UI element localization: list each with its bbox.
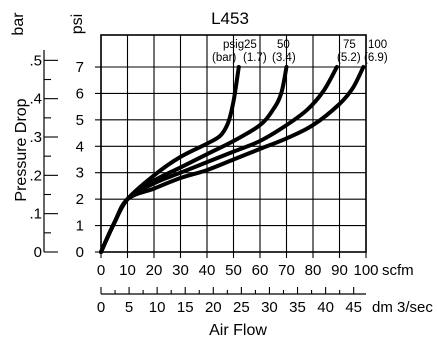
- bar-header: (bar): [212, 52, 236, 64]
- y-psi-tick-label: 7: [76, 59, 84, 76]
- curves: [99, 65, 366, 254]
- x-scfm-tick-label: 80: [305, 262, 322, 279]
- x-scfm-tick-label: 100: [353, 262, 378, 279]
- series-annotations: psig (bar) 25 (1.7) 50 (3.4) 75 (5.2) 10…: [212, 39, 388, 64]
- y-psi-tick-label: 2: [76, 191, 84, 208]
- x-dm3-tick-label: 10: [149, 299, 166, 316]
- x-scfm-ticks: 0 10 20 30 40 50 60 70 80 90 100: [97, 252, 379, 279]
- x-dm3-tick-label: 45: [345, 299, 362, 316]
- x-dm3-tick-label: 40: [317, 299, 334, 316]
- series-label-75-bar: (5.2): [337, 52, 361, 64]
- y-axis-title: Pressure Drop: [13, 98, 30, 201]
- series-label-50: 50: [277, 39, 290, 51]
- x-scfm-tick-label: 10: [119, 262, 136, 279]
- series-label-50-bar: (3.4): [272, 52, 296, 64]
- curve-100psig: [99, 65, 366, 254]
- x-scfm-tick-label: 90: [331, 262, 348, 279]
- x-primary-unit: scfm: [382, 262, 414, 279]
- y-psi-tick-label: 0: [76, 244, 84, 261]
- y-psi-ticks: 0 1 2 3 4 5 6 7: [76, 59, 101, 261]
- x-axis-title: Air Flow: [209, 322, 267, 339]
- x-scfm-tick-label: 0: [97, 262, 105, 279]
- x-scfm-tick-label: 50: [225, 262, 242, 279]
- x-dm3-tick-label: 35: [289, 299, 306, 316]
- y-secondary-unit: bar: [10, 12, 27, 36]
- y-psi-tick-label: 6: [76, 85, 84, 102]
- y-bar-tick-label: .2: [29, 167, 42, 184]
- x-dm3-ticks: 0 5 10 15 20 25 30 35 40 45: [97, 287, 362, 316]
- y-psi-tick-label: 1: [76, 218, 84, 235]
- series-label-100-bar: (6.9): [364, 52, 388, 64]
- y-psi-tick-label: 5: [76, 112, 84, 129]
- y-primary-unit: psi: [69, 14, 86, 34]
- series-label-100: 100: [368, 39, 387, 51]
- series-label-25-bar: (1.7): [243, 52, 267, 64]
- x-dm3-tick-label: 5: [125, 299, 133, 316]
- x-dm3-tick-label: 20: [205, 299, 222, 316]
- y-psi-tick-label: 3: [76, 165, 84, 182]
- x-dm3-tick-label: 30: [261, 299, 278, 316]
- y-bar-tick-label: 0: [34, 244, 42, 261]
- chart-title: L453: [211, 9, 249, 28]
- x-scfm-tick-label: 30: [172, 262, 189, 279]
- x-dm3-tick-label: 0: [97, 299, 105, 316]
- curve-50psig: [99, 65, 289, 254]
- series-label-25: 25: [244, 39, 257, 51]
- x-scfm-tick-label: 60: [252, 262, 269, 279]
- y-bar-tick-label: .3: [29, 129, 42, 146]
- x-secondary-unit: dm 3/sec: [372, 299, 433, 316]
- x-dm3-tick-label: 15: [177, 299, 194, 316]
- x-scfm-tick-label: 40: [199, 262, 216, 279]
- y-bar-tick-label: .5: [29, 52, 42, 69]
- y-psi-tick-label: 4: [76, 138, 84, 155]
- psig-header: psig: [223, 39, 244, 51]
- x-scfm-tick-label: 70: [278, 262, 295, 279]
- y-bar-ticks: 0 .1 .2 .3 .4 .5: [29, 52, 58, 261]
- curve-75psig: [99, 65, 339, 254]
- x-scfm-tick-label: 20: [146, 262, 163, 279]
- x-dm3-tick-label: 25: [233, 299, 250, 316]
- grid: [100, 35, 367, 253]
- y-bar-tick-label: .4: [29, 91, 42, 108]
- y-bar-tick-label: .1: [29, 206, 42, 223]
- series-label-75: 75: [343, 39, 356, 51]
